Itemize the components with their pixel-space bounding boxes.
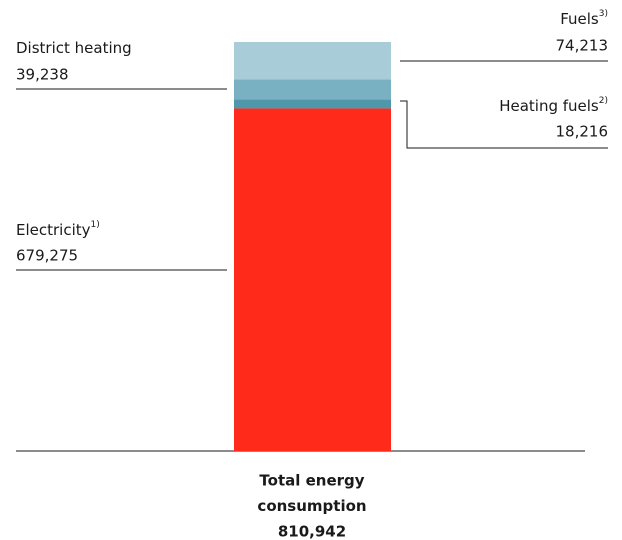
total-label: consumption <box>257 497 366 515</box>
value-label: 18,216 <box>556 123 609 141</box>
bar-segment <box>234 79 391 100</box>
series-note: 2) <box>599 96 608 106</box>
series-name: Electricity <box>16 221 91 239</box>
series-note: 1) <box>91 220 100 230</box>
series-label: Electricity1) <box>16 220 100 239</box>
value-label: 679,275 <box>16 247 78 265</box>
series-name: Heating fuels <box>499 97 599 115</box>
series-note: 3) <box>599 9 608 19</box>
bar-segment <box>234 99 391 109</box>
series-label: Heating fuels2) <box>499 96 608 115</box>
series-name: District heating <box>16 39 132 57</box>
value-label: 39,238 <box>16 66 69 84</box>
bar-segment <box>234 108 391 451</box>
series-name: Fuels <box>560 10 599 28</box>
total-label: Total energy <box>259 472 364 490</box>
total-value: 810,942 <box>278 523 346 540</box>
value-label: 74,213 <box>556 37 609 55</box>
bar-segment <box>234 42 391 80</box>
leader-line <box>400 100 608 149</box>
series-label: District heating <box>16 39 132 57</box>
series-label: Fuels3) <box>560 9 608 28</box>
